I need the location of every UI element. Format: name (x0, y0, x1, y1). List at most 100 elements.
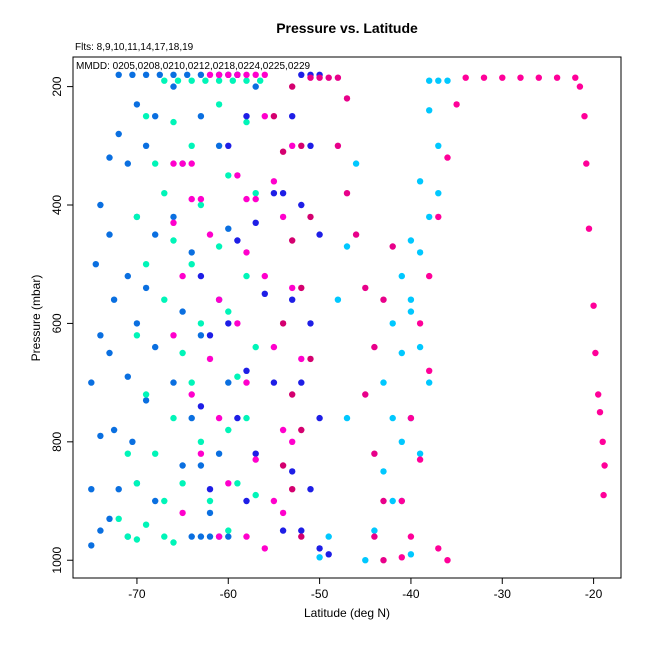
point-0205-50 (197, 332, 205, 339)
point-0225-24 (225, 480, 232, 487)
point-0224-13 (371, 533, 378, 540)
point-0225-33 (261, 113, 268, 120)
point-0208-51 (252, 491, 259, 499)
point-0225-31 (243, 533, 250, 540)
point-0225-21 (215, 296, 223, 303)
point-0225-3 (234, 71, 241, 79)
point-0205-46 (197, 533, 205, 540)
point-0225-4 (243, 71, 250, 79)
y-tick-label: 600 (50, 313, 64, 333)
point-0208-24 (170, 118, 177, 126)
point-0218-4 (535, 74, 542, 81)
point-0224-8 (362, 284, 369, 292)
point-0205-49 (188, 249, 195, 256)
point-0212-10 (389, 320, 396, 327)
point-0208-22 (161, 533, 168, 540)
point-0225-35 (261, 272, 268, 280)
point-0210-22 (243, 367, 250, 374)
point-0208-18 (133, 536, 141, 543)
point-0205-9 (92, 261, 100, 268)
point-0229-2 (307, 213, 314, 221)
point-0205-1 (129, 71, 136, 79)
point-0218-1 (480, 74, 488, 81)
point-0210-16 (234, 237, 241, 244)
point-0225-42 (298, 355, 305, 363)
point-0205-39 (170, 83, 177, 90)
point-0205-8 (97, 201, 104, 209)
point-0208-50 (243, 414, 250, 422)
point-0225-17 (188, 391, 195, 398)
point-0218-12 (592, 349, 599, 357)
point-0205-27 (133, 320, 141, 327)
chart-title: Pressure vs. Latitude (276, 20, 418, 36)
point-0229-7 (298, 533, 305, 540)
point-0218-2 (499, 74, 506, 81)
point-0212-17 (371, 527, 378, 534)
point-0218-13 (595, 391, 602, 398)
point-0205-42 (179, 308, 186, 315)
point-0218-28 (398, 554, 405, 561)
point-0210-15 (225, 142, 232, 149)
point-0212-0 (435, 77, 442, 84)
point-0224-12 (380, 497, 387, 505)
point-0224-15 (389, 243, 396, 250)
point-0205-60 (215, 450, 223, 457)
point-0218-5 (553, 74, 561, 81)
point-0208-30 (179, 480, 186, 487)
point-0205-55 (225, 533, 232, 540)
point-0212-5 (416, 178, 424, 185)
point-0205-59 (225, 379, 232, 386)
point-0225-43 (289, 438, 296, 445)
point-0208-39 (225, 172, 232, 179)
point-0225-14 (170, 219, 177, 226)
point-0210-14 (206, 486, 214, 493)
point-0205-56 (215, 142, 223, 149)
point-0205-43 (170, 379, 177, 386)
point-0205-14 (97, 527, 104, 534)
point-0218-19 (444, 154, 451, 161)
point-0218-3 (517, 74, 524, 81)
point-0229-3 (298, 284, 305, 292)
point-0225-36 (270, 343, 278, 351)
point-0212-1 (426, 77, 433, 84)
point-0205-45 (188, 533, 195, 540)
point-0208-21 (142, 521, 150, 528)
point-0225-41 (289, 284, 296, 292)
point-0212-12 (380, 379, 387, 386)
point-0225-7 (170, 160, 177, 167)
point-0205-21 (115, 486, 122, 493)
point-0208-23 (170, 539, 177, 546)
point-0210-25 (298, 201, 305, 209)
point-0212-32 (325, 533, 332, 540)
point-0208-4 (215, 77, 223, 84)
point-0205-35 (142, 284, 150, 292)
x-tick-label: -50 (311, 587, 329, 601)
point-0224-5 (334, 142, 342, 149)
point-0212-30 (334, 296, 342, 303)
point-0205-2 (142, 71, 150, 79)
point-0208-35 (188, 379, 195, 386)
point-0212-8 (398, 272, 405, 280)
point-0205-13 (88, 486, 95, 493)
point-0225-13 (252, 195, 259, 203)
y-axis: 200 400 600 800 1000 (50, 76, 74, 574)
point-0210-6 (270, 190, 278, 197)
x-axis: -70 -60 -50 -40 -30 -20 (128, 577, 603, 601)
point-0218-0 (462, 74, 469, 81)
point-0210-3 (298, 71, 305, 79)
point-0218-26 (398, 497, 405, 505)
point-0205-57 (225, 225, 232, 232)
point-0208-2 (188, 77, 195, 84)
point-0225-44 (279, 509, 287, 517)
y-tick-label: 400 (50, 195, 64, 215)
point-0210-36 (325, 551, 332, 558)
point-0225-26 (234, 172, 241, 179)
point-0225-6 (261, 71, 268, 79)
point-0210-31 (316, 231, 323, 238)
point-0224-2 (316, 74, 323, 81)
point-0224-14 (380, 557, 387, 564)
point-0225-18 (197, 450, 205, 457)
point-0212-27 (407, 551, 415, 558)
point-0212-28 (352, 160, 360, 167)
point-0208-48 (243, 272, 250, 280)
